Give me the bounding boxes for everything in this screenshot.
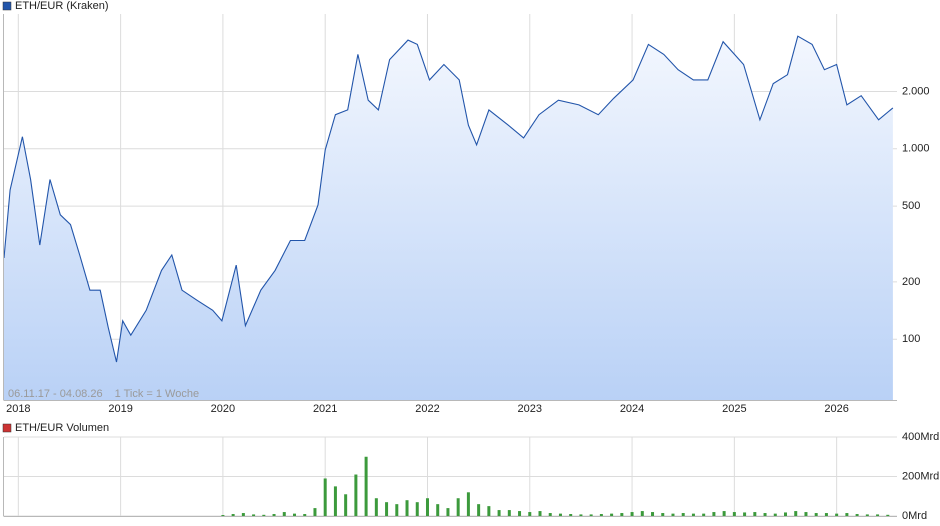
bar bbox=[446, 508, 450, 516]
bar bbox=[272, 514, 276, 516]
bar bbox=[221, 515, 225, 516]
bar bbox=[886, 514, 890, 516]
bar bbox=[640, 511, 644, 516]
y-tick-label: 500 bbox=[902, 200, 920, 212]
bar bbox=[333, 486, 337, 516]
bar bbox=[661, 513, 665, 516]
bar bbox=[487, 506, 491, 516]
legend-swatch bbox=[2, 1, 12, 11]
bar bbox=[671, 513, 675, 516]
x-tick-label: 2026 bbox=[824, 403, 848, 415]
y-tick-label: 1.000 bbox=[902, 143, 930, 155]
bar bbox=[241, 513, 245, 516]
bar bbox=[794, 511, 798, 516]
bar bbox=[262, 514, 266, 516]
bar bbox=[548, 513, 552, 516]
bar bbox=[651, 512, 655, 516]
y-tick-label: 200 bbox=[902, 276, 920, 288]
bar bbox=[712, 512, 716, 516]
y-tick-label: 100 bbox=[902, 333, 920, 345]
bar bbox=[691, 513, 695, 516]
legend-label: ETH/EUR Volumen bbox=[15, 422, 109, 434]
bar bbox=[425, 498, 429, 516]
x-tick-label: 2019 bbox=[108, 403, 132, 415]
legend-label: ETH/EUR (Kraken) bbox=[15, 0, 109, 12]
bar bbox=[231, 514, 235, 516]
bar bbox=[303, 514, 307, 516]
bar bbox=[344, 494, 348, 516]
bar bbox=[845, 513, 849, 516]
area bbox=[4, 36, 893, 400]
bar bbox=[364, 456, 368, 516]
bar bbox=[784, 512, 788, 516]
y-tick-label: 2.000 bbox=[902, 85, 930, 97]
x-tick-label: 2022 bbox=[415, 403, 439, 415]
x-tick-label: 2024 bbox=[620, 403, 644, 415]
bar bbox=[763, 513, 767, 516]
bar bbox=[354, 474, 358, 516]
line bbox=[3, 35, 894, 363]
bar bbox=[814, 513, 818, 516]
bar bbox=[538, 511, 542, 516]
bar bbox=[732, 512, 736, 516]
bar bbox=[415, 502, 419, 516]
x-tick-label: 2025 bbox=[722, 403, 746, 415]
legend-swatch bbox=[2, 423, 12, 433]
bar bbox=[436, 504, 440, 516]
bar bbox=[599, 514, 603, 516]
bar bbox=[579, 514, 583, 516]
bar bbox=[702, 513, 706, 516]
bar bbox=[743, 512, 747, 516]
bar bbox=[313, 508, 317, 516]
x-tick-label: 2018 bbox=[6, 403, 30, 415]
annotation: 1 Tick = 1 Woche bbox=[115, 388, 199, 400]
bar bbox=[773, 513, 777, 516]
bar bbox=[569, 514, 573, 516]
bar bbox=[620, 513, 624, 516]
bar bbox=[456, 498, 460, 516]
bar bbox=[610, 513, 614, 516]
bar bbox=[681, 513, 685, 516]
bar bbox=[528, 512, 532, 516]
bar bbox=[558, 513, 562, 516]
bar bbox=[835, 513, 839, 516]
bar bbox=[405, 500, 409, 516]
y-tick-label: 200Mrd bbox=[902, 470, 939, 482]
bar bbox=[507, 510, 511, 516]
bar bbox=[865, 514, 869, 516]
bar bbox=[804, 512, 808, 516]
x-tick-label: 2023 bbox=[518, 403, 542, 415]
bar bbox=[518, 511, 522, 516]
bar bbox=[293, 513, 297, 516]
bar bbox=[876, 514, 880, 516]
bar bbox=[395, 504, 399, 516]
bar bbox=[753, 512, 757, 516]
bar bbox=[282, 512, 286, 516]
bar bbox=[323, 478, 327, 516]
annotation: 06.11.17 - 04.08.26 bbox=[8, 388, 103, 400]
bar bbox=[824, 513, 828, 516]
bar bbox=[855, 514, 859, 516]
x-tick-label: 2020 bbox=[211, 403, 235, 415]
bar bbox=[374, 498, 378, 516]
x-tick-label: 2021 bbox=[313, 403, 337, 415]
bar bbox=[466, 492, 470, 516]
bar bbox=[630, 512, 634, 516]
bar bbox=[497, 510, 501, 516]
bar bbox=[722, 511, 726, 516]
bar bbox=[252, 514, 256, 516]
y-tick-label: 0Mrd bbox=[902, 510, 927, 522]
bar bbox=[385, 502, 389, 516]
bar bbox=[477, 504, 481, 516]
y-tick-label: 400Mrd bbox=[902, 431, 939, 443]
bar bbox=[589, 514, 593, 516]
